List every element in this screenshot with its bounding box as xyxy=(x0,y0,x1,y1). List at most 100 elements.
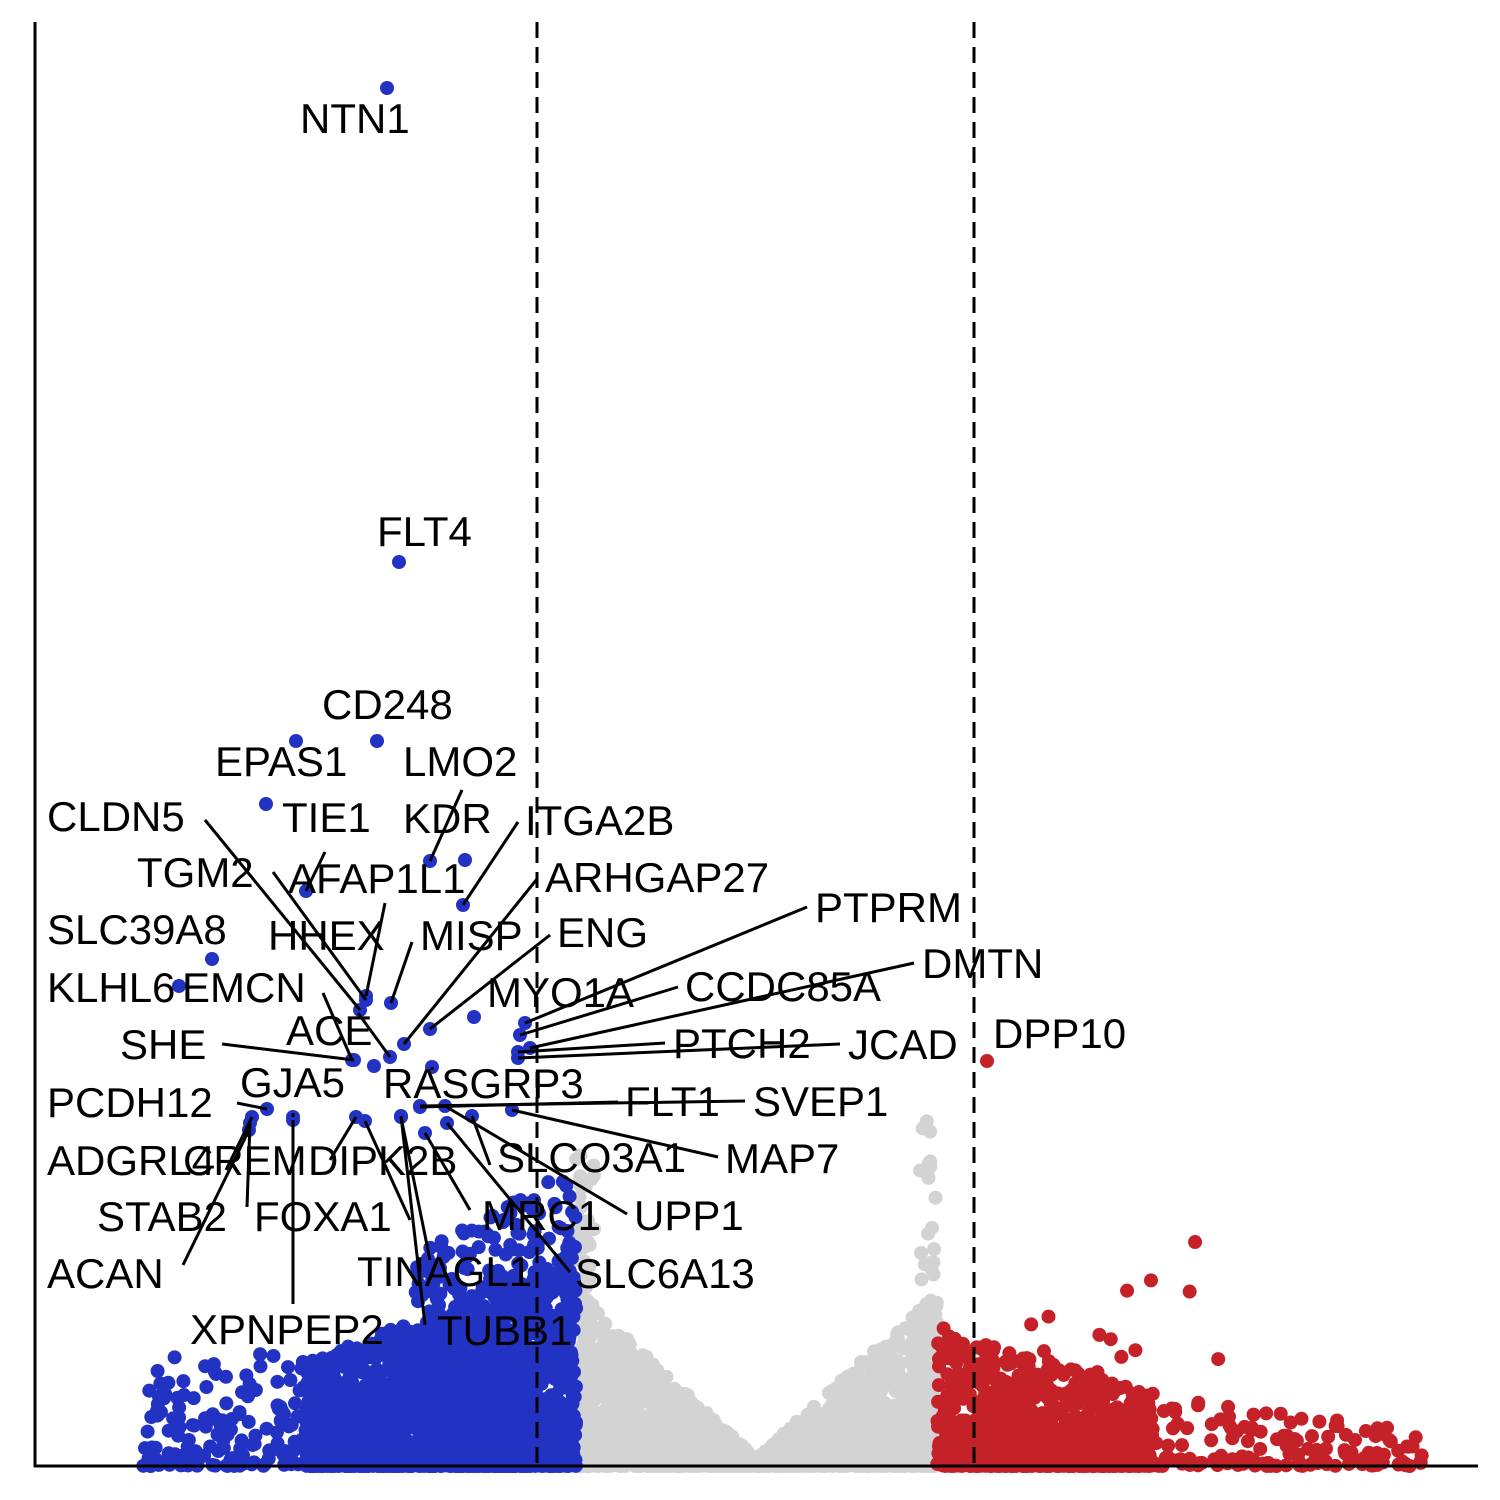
point-not-significant xyxy=(895,1393,910,1408)
point-not-significant xyxy=(866,1361,881,1376)
point-down xyxy=(383,1343,398,1358)
point-not-significant xyxy=(602,1356,617,1371)
point-down xyxy=(392,1449,407,1464)
point-not-significant xyxy=(914,1272,929,1287)
point-down xyxy=(397,1332,412,1347)
point-not-significant xyxy=(598,1316,613,1331)
point-down xyxy=(370,1388,385,1403)
point-not-significant xyxy=(597,1334,612,1349)
point-not-significant xyxy=(853,1355,868,1370)
point-not-significant xyxy=(913,1163,928,1178)
point-not-significant xyxy=(840,1373,855,1388)
point-not-significant xyxy=(604,1453,619,1468)
point-not-significant xyxy=(601,1372,616,1387)
point-not-significant xyxy=(808,1456,823,1471)
point-not-significant xyxy=(631,1362,646,1377)
point-not-significant xyxy=(905,1321,920,1336)
point-not-significant xyxy=(929,1295,944,1310)
point-not-significant xyxy=(905,1310,920,1325)
point-not-significant xyxy=(769,1452,784,1467)
point-not-significant xyxy=(644,1364,659,1379)
point-not-significant xyxy=(915,1121,930,1136)
point-not-significant xyxy=(800,1432,815,1447)
point-not-significant xyxy=(639,1349,654,1364)
point-down xyxy=(370,1403,385,1418)
point-not-significant xyxy=(900,1446,915,1461)
point-not-significant xyxy=(585,1353,600,1368)
point-not-significant xyxy=(623,1433,638,1448)
point-down xyxy=(391,1369,406,1384)
point-not-significant xyxy=(582,1237,597,1252)
point-down xyxy=(381,1432,396,1447)
point-not-significant xyxy=(621,1452,636,1467)
point-not-significant xyxy=(858,1443,873,1458)
point-not-significant xyxy=(877,1355,892,1370)
point-down xyxy=(382,1330,397,1345)
point-down xyxy=(355,1365,370,1380)
point-not-significant xyxy=(573,1148,588,1163)
point-not-significant xyxy=(620,1332,635,1347)
point-not-significant xyxy=(921,1311,936,1326)
point-not-significant xyxy=(927,1242,942,1257)
point-down xyxy=(357,1405,372,1420)
point-not-significant xyxy=(582,1457,597,1472)
point-not-significant xyxy=(583,1325,598,1340)
point-down xyxy=(354,1456,369,1471)
point-not-significant xyxy=(890,1354,905,1369)
point-not-significant xyxy=(884,1437,899,1452)
point-not-significant xyxy=(770,1435,785,1450)
point-not-significant xyxy=(639,1437,654,1452)
point-down xyxy=(336,1443,351,1458)
point-not-significant xyxy=(667,1418,682,1433)
point-not-significant xyxy=(827,1384,842,1399)
point-not-significant xyxy=(670,1435,685,1450)
point-not-significant xyxy=(928,1190,943,1205)
point-not-significant xyxy=(902,1375,917,1390)
point-not-significant xyxy=(917,1409,932,1424)
point-not-significant xyxy=(875,1394,890,1409)
point-not-significant xyxy=(607,1388,622,1403)
point-not-significant xyxy=(683,1433,698,1448)
point-not-significant xyxy=(572,1189,587,1204)
point-down xyxy=(367,1376,382,1391)
point-not-significant xyxy=(891,1365,906,1380)
point-not-significant xyxy=(578,1178,593,1193)
point-not-significant xyxy=(616,1409,631,1424)
point-not-significant xyxy=(791,1419,806,1434)
point-not-significant xyxy=(582,1272,597,1287)
point-not-significant xyxy=(667,1381,682,1396)
point-not-significant xyxy=(677,1386,692,1401)
point-not-significant xyxy=(821,1408,836,1423)
point-not-significant xyxy=(922,1385,937,1400)
point-not-significant xyxy=(580,1313,595,1328)
point-not-significant xyxy=(586,1158,601,1173)
point-not-significant xyxy=(825,1397,840,1412)
point-down xyxy=(384,1397,399,1412)
point-not-significant xyxy=(859,1382,874,1397)
point-not-significant xyxy=(883,1413,898,1428)
point-not-significant xyxy=(852,1397,867,1412)
point-not-significant xyxy=(797,1451,812,1466)
point-not-significant xyxy=(881,1448,896,1463)
point-not-significant xyxy=(893,1338,908,1353)
point-down xyxy=(326,1382,341,1397)
point-not-significant xyxy=(925,1220,940,1235)
point-not-significant xyxy=(619,1391,634,1406)
point-not-significant xyxy=(896,1413,911,1428)
point-not-significant xyxy=(642,1388,657,1403)
point-not-significant xyxy=(583,1437,598,1452)
point-not-significant xyxy=(576,1254,591,1269)
point-not-significant xyxy=(861,1420,876,1435)
point-not-significant xyxy=(868,1409,883,1424)
point-not-significant xyxy=(824,1457,839,1472)
point-not-significant xyxy=(923,1154,938,1169)
point-not-significant xyxy=(577,1337,592,1352)
point-not-significant xyxy=(838,1405,853,1420)
point-not-significant xyxy=(627,1420,642,1435)
point-not-significant xyxy=(599,1414,614,1429)
point-not-significant xyxy=(706,1413,721,1428)
point-not-significant xyxy=(690,1402,705,1417)
point-not-significant xyxy=(725,1436,740,1451)
point-not-significant xyxy=(638,1424,653,1439)
